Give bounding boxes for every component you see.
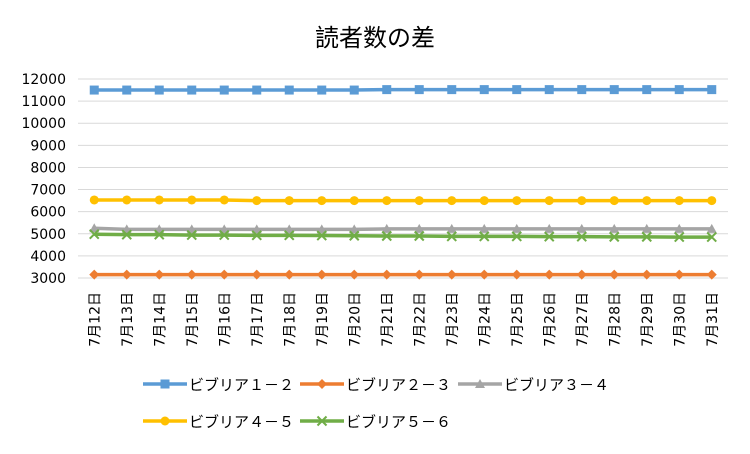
legend-item: ビブリア４－５	[143, 413, 294, 431]
x-tick-label: 7月13日	[120, 292, 136, 347]
data-point	[317, 196, 326, 205]
legend-item: ビブリア２－３	[300, 376, 451, 394]
series-4	[90, 195, 717, 205]
data-point	[285, 196, 294, 205]
y-axis-tick-labels: 3000 4000 5000 6000 7000 8000 9000 10000 11000 12…	[21, 72, 66, 287]
data-point	[382, 85, 391, 94]
legend-item: ビブリア１－２	[143, 376, 294, 394]
data-point	[252, 86, 261, 95]
x-tick-label: 7月26日	[542, 292, 558, 347]
data-point	[90, 86, 99, 95]
data-point	[122, 195, 131, 204]
y-tick-label: 5000	[30, 227, 66, 243]
legend-item: ビブリア５－６	[300, 413, 451, 431]
data-point	[415, 85, 424, 94]
x-tick-label: 7月19日	[315, 292, 331, 347]
legend-item: ビブリア３－４	[458, 376, 609, 394]
x-tick-label: 7月31日	[705, 292, 721, 347]
data-point	[252, 196, 261, 205]
series-layer	[89, 85, 717, 280]
data-point	[155, 86, 164, 95]
data-point	[675, 196, 684, 205]
x-tick-label: 7月16日	[217, 292, 233, 347]
y-tick-label: 11000	[21, 94, 66, 110]
legend-marker	[161, 380, 170, 389]
data-point	[155, 195, 164, 204]
data-point	[220, 195, 229, 204]
series-5	[90, 230, 717, 242]
gridlines	[78, 79, 728, 278]
x-tick-label: 7月20日	[347, 292, 363, 347]
data-point	[512, 196, 521, 205]
data-point	[512, 85, 521, 94]
x-tick-label: 7月21日	[380, 292, 396, 347]
y-tick-label: 10000	[21, 116, 66, 132]
x-tick-label: 7月24日	[477, 292, 493, 347]
data-point	[285, 86, 294, 95]
series-line	[94, 234, 712, 237]
data-point	[122, 86, 131, 95]
data-point	[90, 195, 99, 204]
legend-label: ビブリア１－２	[189, 376, 294, 394]
data-point	[545, 85, 554, 94]
data-point	[610, 85, 619, 94]
legend-label: ビブリア５－６	[346, 413, 451, 431]
legend-label: ビブリア４－５	[189, 413, 294, 431]
data-point	[220, 86, 229, 95]
data-point	[350, 86, 359, 95]
data-point	[187, 195, 196, 204]
y-tick-label: 12000	[21, 72, 66, 88]
x-tick-label: 7月22日	[412, 292, 428, 347]
series-1	[90, 85, 717, 94]
x-tick-label: 7月17日	[250, 292, 266, 347]
x-tick-label: 7月29日	[640, 292, 656, 347]
x-tick-label: 7月25日	[510, 292, 526, 347]
series-line	[94, 200, 712, 201]
data-point	[480, 196, 489, 205]
y-tick-label: 6000	[30, 205, 66, 221]
data-point	[350, 196, 359, 205]
data-point	[545, 196, 554, 205]
y-tick-label: 4000	[30, 249, 66, 265]
y-tick-label: 7000	[30, 183, 66, 199]
data-point	[707, 85, 716, 94]
x-tick-label: 7月28日	[607, 292, 623, 347]
legend-marker	[317, 379, 327, 389]
data-point	[642, 196, 651, 205]
x-tick-label: 7月14日	[152, 292, 168, 347]
x-tick-label: 7月18日	[282, 292, 298, 347]
legend-marker	[161, 417, 170, 426]
data-point	[707, 196, 716, 205]
y-tick-label: 9000	[30, 138, 66, 154]
data-point	[577, 85, 586, 94]
x-tick-label: 7月27日	[575, 292, 591, 347]
x-tick-label: 7月15日	[185, 292, 201, 347]
data-point	[577, 196, 586, 205]
x-tick-label: 7月12日	[87, 292, 103, 347]
data-point	[642, 85, 651, 94]
data-point	[382, 196, 391, 205]
series-line	[94, 228, 712, 229]
data-point	[187, 86, 196, 95]
x-tick-label: 7月23日	[445, 292, 461, 347]
data-point	[675, 85, 684, 94]
chart-title: 読者数の差	[315, 24, 435, 52]
legend: ビブリア１－２ ビブリア２－３ ビブリア３－４ ビブリア４－５ ビブリア５－６	[143, 376, 609, 431]
legend-label: ビブリア２－３	[346, 376, 451, 394]
data-point	[447, 85, 456, 94]
data-point	[447, 196, 456, 205]
legend-label: ビブリア３－４	[504, 376, 609, 394]
x-axis-tick-labels: 7月12日 7月13日 7月14日 7月15日 7月16日 7月17日 7月18日 7月19日…	[87, 292, 721, 347]
data-point	[415, 196, 424, 205]
y-tick-label: 3000	[30, 271, 66, 287]
data-point	[317, 86, 326, 95]
data-point	[610, 196, 619, 205]
data-point	[480, 85, 489, 94]
series-3	[89, 223, 717, 233]
x-tick-label: 7月30日	[672, 292, 688, 347]
y-tick-label: 8000	[30, 160, 66, 176]
